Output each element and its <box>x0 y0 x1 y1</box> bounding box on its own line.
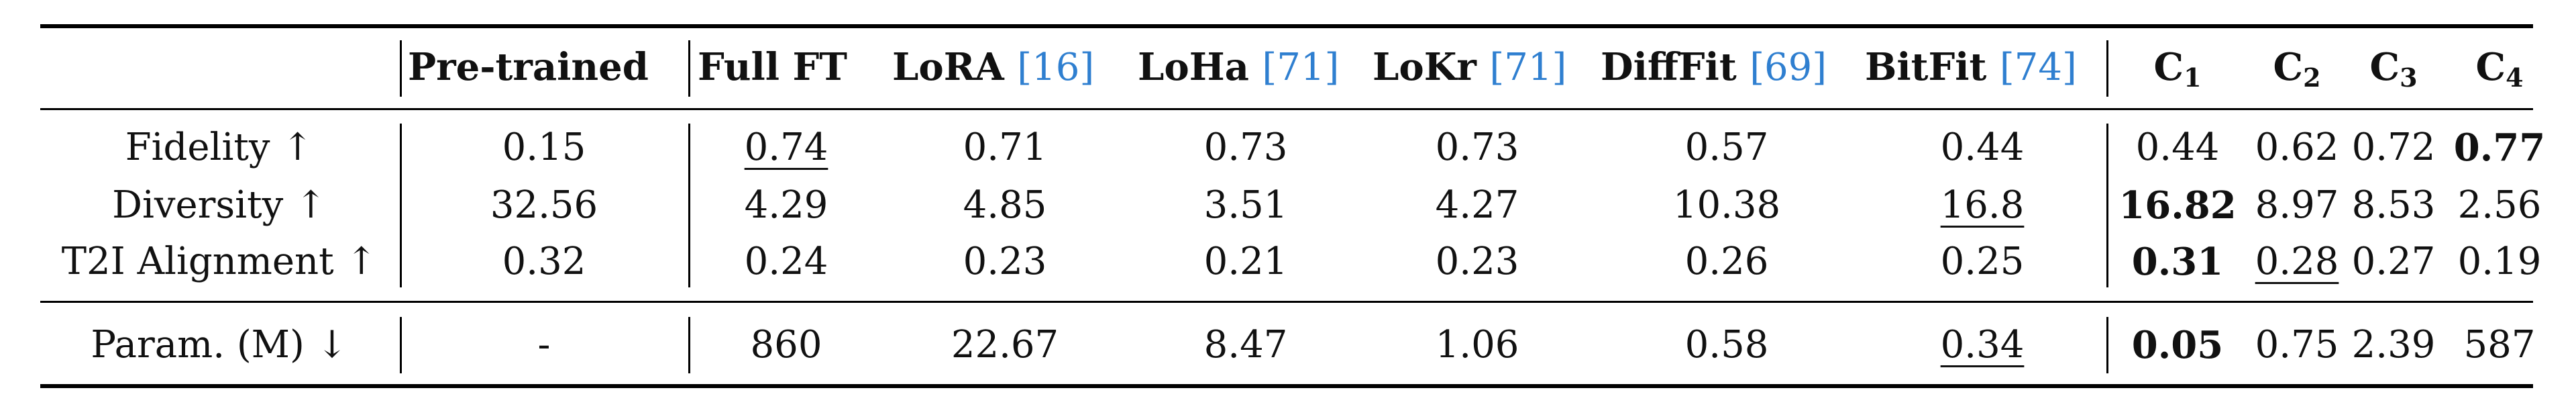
separator-pretrained <box>688 124 690 287</box>
citation: [71] <box>1489 46 1567 89</box>
fidelity-pretrained: 0.15 <box>502 126 586 169</box>
diversity-c1: 16.82 <box>2118 183 2237 228</box>
diversity-full-ft: 4.29 <box>744 183 828 227</box>
separator-methods <box>2106 124 2108 287</box>
diversity-lokr: 4.27 <box>1435 183 1519 227</box>
fidelity-diffit: 0.57 <box>1684 126 1769 169</box>
alignment-c2: 0.28 <box>2255 240 2339 283</box>
params-c3: 2.39 <box>2351 323 2436 367</box>
diversity-c3: 8.53 <box>2351 183 2436 227</box>
diversity-pretrained: 32.56 <box>490 183 598 227</box>
alignment-c1: 0.31 <box>2131 240 2224 284</box>
separator-pretrained <box>688 40 690 97</box>
citation: [16] <box>1017 46 1095 89</box>
separator-pretrained <box>688 317 690 373</box>
params-full-ft: 860 <box>750 323 822 367</box>
row-label-fidelity: Fidelity ↑ <box>125 126 314 169</box>
fidelity-c4: 0.77 <box>2453 126 2546 170</box>
diversity-lora: 4.85 <box>963 183 1047 227</box>
fidelity-c2: 0.62 <box>2255 126 2339 169</box>
fidelity-bitfit: 0.44 <box>1940 126 2025 169</box>
header-c1: C1 <box>2153 45 2202 93</box>
separator-methods <box>2106 40 2108 97</box>
header-diffit: DiffFit [69] <box>1601 45 1827 89</box>
params-c2: 0.75 <box>2255 323 2339 367</box>
params-c1: 0.05 <box>2131 323 2224 367</box>
alignment-lokr: 0.23 <box>1435 240 1519 283</box>
alignment-lora: 0.23 <box>963 240 1047 283</box>
fidelity-c3: 0.72 <box>2351 126 2436 169</box>
params-bitfit: 0.34 <box>1940 323 2025 367</box>
citation: [69] <box>1750 46 1827 89</box>
diversity-diffit: 10.38 <box>1672 183 1781 227</box>
header-bitfit: BitFit [74] <box>1865 45 2077 89</box>
alignment-full-ft: 0.24 <box>744 240 828 283</box>
fidelity-full-ft: 0.74 <box>744 126 828 169</box>
header-full-ft: Full FT <box>698 45 847 89</box>
header-c4: C4 <box>2475 45 2524 93</box>
params-pretrained: - <box>537 323 551 367</box>
diversity-bitfit: 16.8 <box>1940 183 2025 227</box>
row-label-alignment: T2I Alignment ↑ <box>61 240 378 283</box>
fidelity-c1: 0.44 <box>2135 126 2220 169</box>
diversity-c4: 2.56 <box>2457 183 2542 227</box>
fidelity-lora: 0.71 <box>963 126 1047 169</box>
header-rule <box>40 108 2533 110</box>
alignment-diffit: 0.26 <box>1684 240 1769 283</box>
params-lora: 22.67 <box>951 323 1059 367</box>
diversity-c2: 8.97 <box>2255 183 2339 227</box>
citation: [74] <box>1999 46 2077 89</box>
header-pretrained: Pre-trained <box>408 45 649 89</box>
header-c3: C3 <box>2369 45 2418 93</box>
alignment-c4: 0.19 <box>2457 240 2542 283</box>
header-lokr: LoKr [71] <box>1373 45 1567 89</box>
separator-label <box>400 40 402 97</box>
separator-label <box>400 317 402 373</box>
fidelity-loha: 0.73 <box>1203 126 1288 169</box>
fidelity-lokr: 0.73 <box>1435 126 1519 169</box>
alignment-c3: 0.27 <box>2351 240 2436 283</box>
header-loha: LoHa [71] <box>1138 45 1340 89</box>
params-lokr: 1.06 <box>1435 323 1519 367</box>
diversity-loha: 3.51 <box>1203 183 1288 227</box>
params-diffit: 0.58 <box>1684 323 1769 367</box>
alignment-loha: 0.21 <box>1203 240 1288 283</box>
row-label-params: Param. (M) ↓ <box>91 323 348 367</box>
params-c4: 587 <box>2463 323 2536 367</box>
alignment-bitfit: 0.25 <box>1940 240 2025 283</box>
params-loha: 8.47 <box>1203 323 1288 367</box>
citation: [71] <box>1262 46 1340 89</box>
header-c2: C2 <box>2273 45 2321 93</box>
separator-label <box>400 124 402 287</box>
header-lora: LoRA [16] <box>892 45 1095 89</box>
params-rule <box>40 301 2533 303</box>
row-label-diversity: Diversity ↑ <box>112 183 327 227</box>
bottom-rule <box>40 384 2533 388</box>
separator-methods <box>2106 317 2108 373</box>
alignment-pretrained: 0.32 <box>502 240 586 283</box>
top-rule <box>40 24 2533 28</box>
